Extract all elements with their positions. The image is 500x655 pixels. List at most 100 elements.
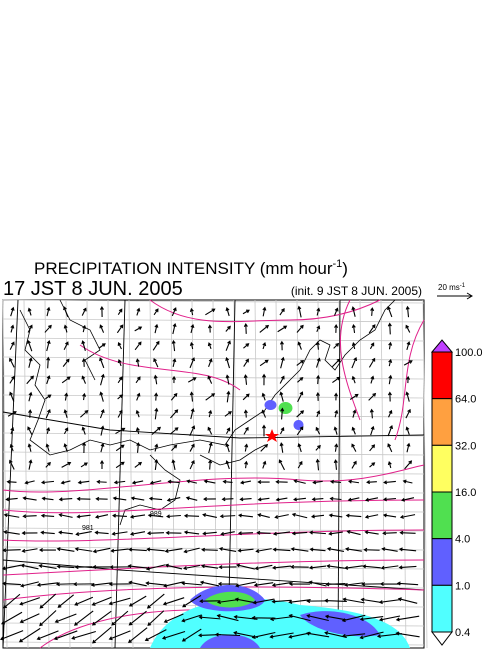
wind-arrow: [329, 496, 342, 501]
wind-arrow: [183, 547, 200, 554]
wind-arrow: [20, 581, 39, 588]
wind-arrow: [224, 411, 232, 417]
wind-arrow: [170, 392, 178, 401]
wind-arrow: [290, 547, 309, 552]
wind-arrow: [360, 597, 383, 604]
wind-arrow: [405, 426, 410, 435]
wind-arrow: [345, 547, 362, 552]
wind-arrow: [39, 610, 57, 627]
wind-arrow: [378, 599, 401, 605]
wind-arrow: [382, 497, 396, 502]
wind-arrow: [171, 459, 176, 470]
wind-arrow: [28, 409, 33, 418]
wind-arrow: [279, 340, 284, 351]
wind-arrow: [53, 630, 78, 641]
wind-arrow: [368, 357, 376, 368]
wind-arrow: [207, 324, 212, 333]
wind-arrow: [46, 356, 51, 369]
wind-arrow: [21, 548, 38, 553]
wind-arrow: [44, 324, 52, 333]
wind-arrow: [280, 407, 285, 420]
rain-area: [205, 591, 255, 608]
wind-arrow: [272, 547, 291, 552]
wind-arrow: [92, 626, 112, 644]
wind-arrow: [257, 513, 270, 518]
wind-arrow: [128, 595, 147, 607]
wind-arrow: [368, 324, 376, 334]
wind-arrow: [234, 597, 257, 604]
wind-arrow: [330, 479, 341, 484]
wind-arrow: [46, 427, 51, 435]
wind-arrow: [117, 394, 124, 400]
wind-arrow: [325, 582, 346, 587]
wind-arrow: [279, 308, 285, 316]
wind-arrow: [56, 547, 75, 552]
wind-arrow: [73, 582, 94, 587]
grid-line: [2, 584, 425, 589]
wind-arrow: [288, 581, 311, 586]
wind-arrow: [146, 547, 165, 552]
wind-arrow: [217, 581, 238, 586]
wind-arrow: [352, 409, 357, 418]
wind-arrow: [63, 341, 69, 350]
wind-arrow: [349, 393, 359, 400]
wind-arrow: [296, 324, 304, 333]
wind-arrow: [117, 308, 123, 315]
wind-arrow: [297, 341, 302, 350]
wind-arrow: [351, 342, 356, 350]
wind-arrow: [379, 581, 400, 586]
wind-arrow: [370, 375, 375, 384]
wind-arrow: [128, 547, 147, 552]
wind-arrow: [381, 547, 398, 552]
wind-arrow: [359, 616, 384, 622]
wind-arrow: [91, 596, 112, 606]
wind-arrow: [46, 375, 51, 385]
wind-arrow: [166, 514, 181, 519]
wind-arrow: [82, 392, 87, 401]
wind-arrow: [406, 375, 411, 384]
wind-arrow: [10, 426, 15, 435]
wind-arrow: [9, 443, 14, 452]
wind-arrow: [9, 341, 15, 350]
wind-arrow: [109, 565, 130, 570]
wind-arrow: [369, 444, 376, 452]
wind-arrow: [81, 375, 87, 384]
wind-arrow: [403, 360, 413, 366]
wind-arrow: [134, 341, 142, 351]
wind-arrow: [364, 514, 379, 519]
time: 17 JST 8 JUN. 2005: [3, 278, 183, 300]
wind-arrow: [244, 460, 249, 469]
wind-arrow: [108, 597, 131, 606]
wind-arrow: [405, 305, 410, 318]
wind-arrow: [57, 594, 74, 608]
wind-arrow: [63, 324, 68, 333]
vector-scale-text: 20 ms: [438, 283, 460, 292]
wind-arrow: [334, 307, 339, 316]
colorbar-box: [431, 491, 453, 540]
wind-arrow: [113, 480, 126, 485]
wind-arrow: [205, 393, 216, 401]
wind-arrow: [309, 547, 326, 552]
grid-line: [2, 299, 425, 304]
wind-arrow: [218, 546, 237, 553]
wind-arrow: [308, 580, 327, 587]
wind-arrow: [208, 358, 213, 367]
wind-arrow: [9, 459, 15, 470]
wind-arrow: [221, 497, 234, 502]
colorbar-label: 16.0: [455, 487, 476, 499]
wind-arrow: [351, 323, 356, 334]
colorbar-label: 1.0: [455, 580, 470, 592]
wind-arrow: [36, 630, 59, 641]
wind-arrow: [117, 359, 122, 367]
grid-line: [2, 337, 425, 342]
wind-arrow: [225, 427, 231, 435]
wind-arrow: [90, 582, 113, 587]
wind-arrow: [134, 326, 143, 332]
colorbar-label: 100.0: [455, 347, 483, 359]
wind-arrow: [308, 565, 327, 570]
wind-arrow: [75, 531, 92, 536]
wind-arrow: [225, 340, 231, 351]
wind-arrow: [244, 443, 249, 452]
wind-arrow: [165, 530, 182, 535]
